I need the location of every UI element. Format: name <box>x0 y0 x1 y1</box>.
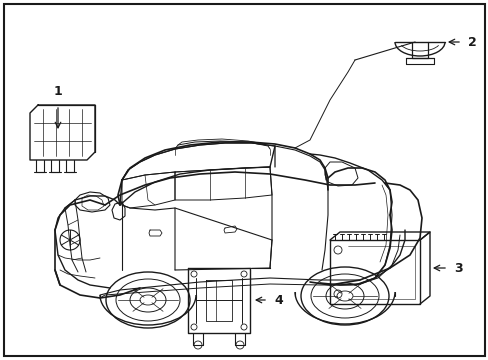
Text: 4: 4 <box>273 293 282 306</box>
Text: 3: 3 <box>453 261 462 274</box>
Text: 2: 2 <box>467 36 476 49</box>
Text: 1: 1 <box>54 85 62 98</box>
